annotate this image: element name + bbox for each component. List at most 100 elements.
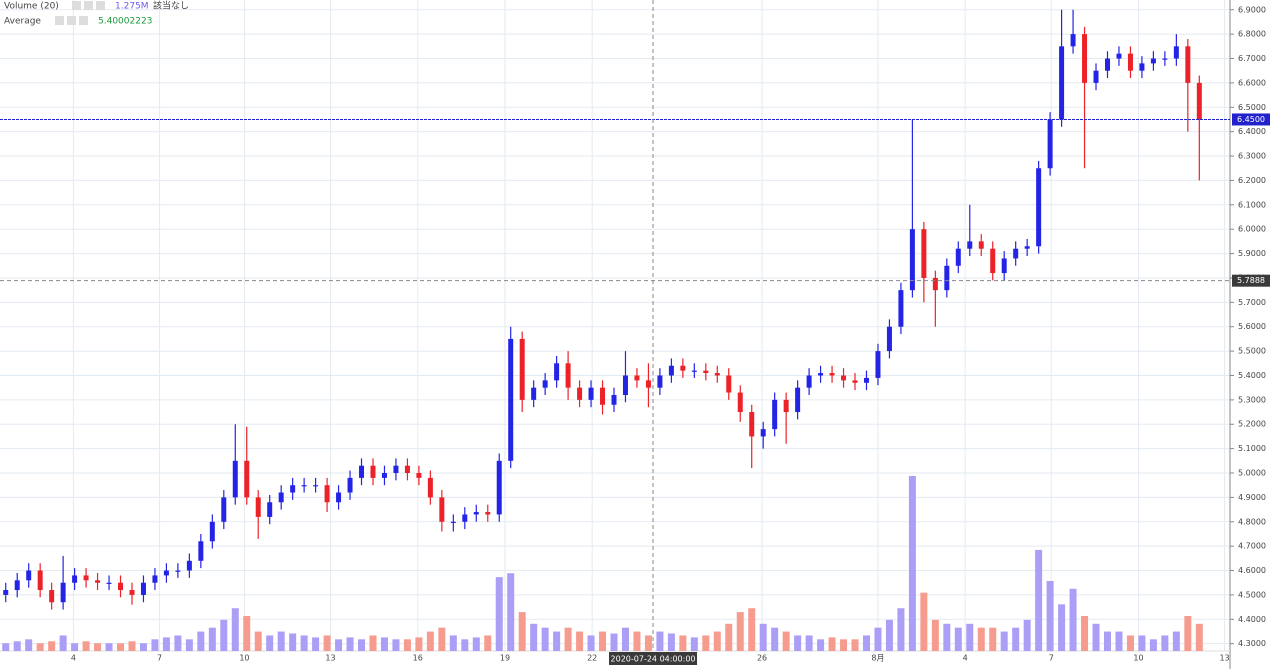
volume-bar	[748, 608, 756, 651]
legend-icon	[67, 16, 76, 25]
candle-body	[657, 375, 663, 388]
volume-bar	[587, 635, 595, 651]
volume-bar	[1012, 627, 1020, 651]
volume-bar	[1184, 616, 1192, 651]
volume-bar	[392, 639, 400, 651]
candle-body	[1059, 46, 1065, 120]
volume-bar	[139, 643, 147, 651]
candle-body	[875, 351, 881, 378]
candle-body	[462, 514, 468, 522]
candle-body	[978, 241, 984, 249]
volume-bar	[1103, 631, 1111, 651]
candle-body	[60, 582, 66, 603]
x-tick-label: 10	[239, 654, 249, 663]
candle-body	[1139, 63, 1145, 71]
candle-body	[278, 492, 284, 503]
candle-body	[577, 387, 583, 400]
candle-body	[795, 387, 801, 413]
candle-body	[542, 380, 548, 388]
candle-body	[14, 580, 20, 591]
candle-body	[118, 582, 124, 591]
candle-body	[485, 512, 491, 515]
candle-body	[209, 521, 215, 542]
volume-bar	[369, 635, 377, 651]
crosshair-x-label-box	[609, 652, 698, 665]
candle-body	[829, 373, 835, 376]
volume-bar	[13, 641, 21, 651]
y-tick-label: 4.8000	[1238, 517, 1266, 526]
y-tick-label: 6.1000	[1238, 200, 1266, 209]
volume-bar	[335, 639, 343, 651]
y-tick-label: 4.7000	[1238, 542, 1266, 551]
candle-body	[703, 370, 709, 374]
candle-body	[255, 497, 261, 517]
candle-body	[1036, 168, 1042, 247]
volume-bar	[897, 608, 905, 651]
volume-bar	[403, 639, 411, 651]
volume-bar	[1023, 619, 1031, 651]
volume-bar	[1046, 581, 1054, 651]
candle-body	[381, 473, 387, 478]
volume-bar	[702, 635, 710, 651]
candle-body	[1162, 58, 1168, 60]
y-tick-label: 6.7000	[1238, 54, 1266, 63]
volume-bar	[25, 639, 33, 651]
candle-body	[473, 512, 479, 515]
legend-icon	[96, 1, 105, 10]
candle-body	[3, 590, 9, 595]
candle-body	[944, 265, 950, 291]
volume-bar	[1149, 639, 1157, 651]
y-tick-label: 4.9000	[1238, 493, 1266, 502]
volume-bar	[507, 573, 515, 651]
x-tick-label: 22	[587, 654, 597, 663]
candle-body	[955, 248, 961, 266]
candle-body	[95, 580, 101, 583]
price-label: 6.4500	[1237, 115, 1265, 124]
candle-body	[163, 570, 169, 576]
y-tick-label: 5.7000	[1238, 298, 1266, 307]
volume-bar	[1126, 635, 1134, 651]
volume-bar	[1092, 623, 1100, 651]
candle-body	[37, 570, 43, 591]
x-tick-label: 19	[500, 654, 510, 663]
volume-bar	[885, 619, 893, 651]
candle-body	[244, 460, 250, 498]
candle-body	[129, 590, 135, 595]
candle-body	[588, 387, 594, 400]
x-tick-label: 8月	[871, 654, 884, 663]
volume-bar	[36, 643, 44, 651]
volume-bar	[289, 633, 297, 651]
volume-bar	[208, 627, 216, 651]
volume-bar	[300, 635, 308, 651]
candle-body	[496, 460, 502, 515]
price-label-box	[1232, 113, 1270, 126]
y-tick-label: 4.6000	[1238, 566, 1266, 575]
candle-body	[554, 363, 560, 381]
volume-bar	[438, 627, 446, 651]
candle-body	[106, 582, 112, 584]
volume-bar	[1058, 604, 1066, 651]
volume-bar	[1161, 635, 1169, 651]
candle-body	[806, 375, 812, 388]
x-tick-label: 10	[1133, 654, 1143, 663]
x-tick-label: 16	[413, 654, 423, 663]
y-tick-label: 6.5000	[1238, 103, 1266, 112]
crosshair-x-label: 2020-07-24 04:00:00	[611, 655, 696, 664]
candle-body	[393, 465, 399, 474]
candle-body	[611, 394, 617, 405]
candle-body	[404, 465, 410, 474]
volume-bar	[840, 639, 848, 651]
candle-body	[760, 429, 766, 437]
candle-body	[921, 229, 927, 278]
volume-bar	[1195, 623, 1203, 651]
volume-bar	[243, 616, 251, 651]
candle-body	[898, 290, 904, 327]
volume-bar	[312, 637, 320, 651]
candle-body	[26, 570, 32, 581]
volume-bar	[151, 639, 159, 651]
volume-bar	[621, 627, 629, 651]
volume-value: 1.275M	[115, 2, 149, 12]
volume-bar	[105, 643, 113, 651]
volume-bar	[449, 635, 457, 651]
candle-body	[336, 492, 342, 503]
